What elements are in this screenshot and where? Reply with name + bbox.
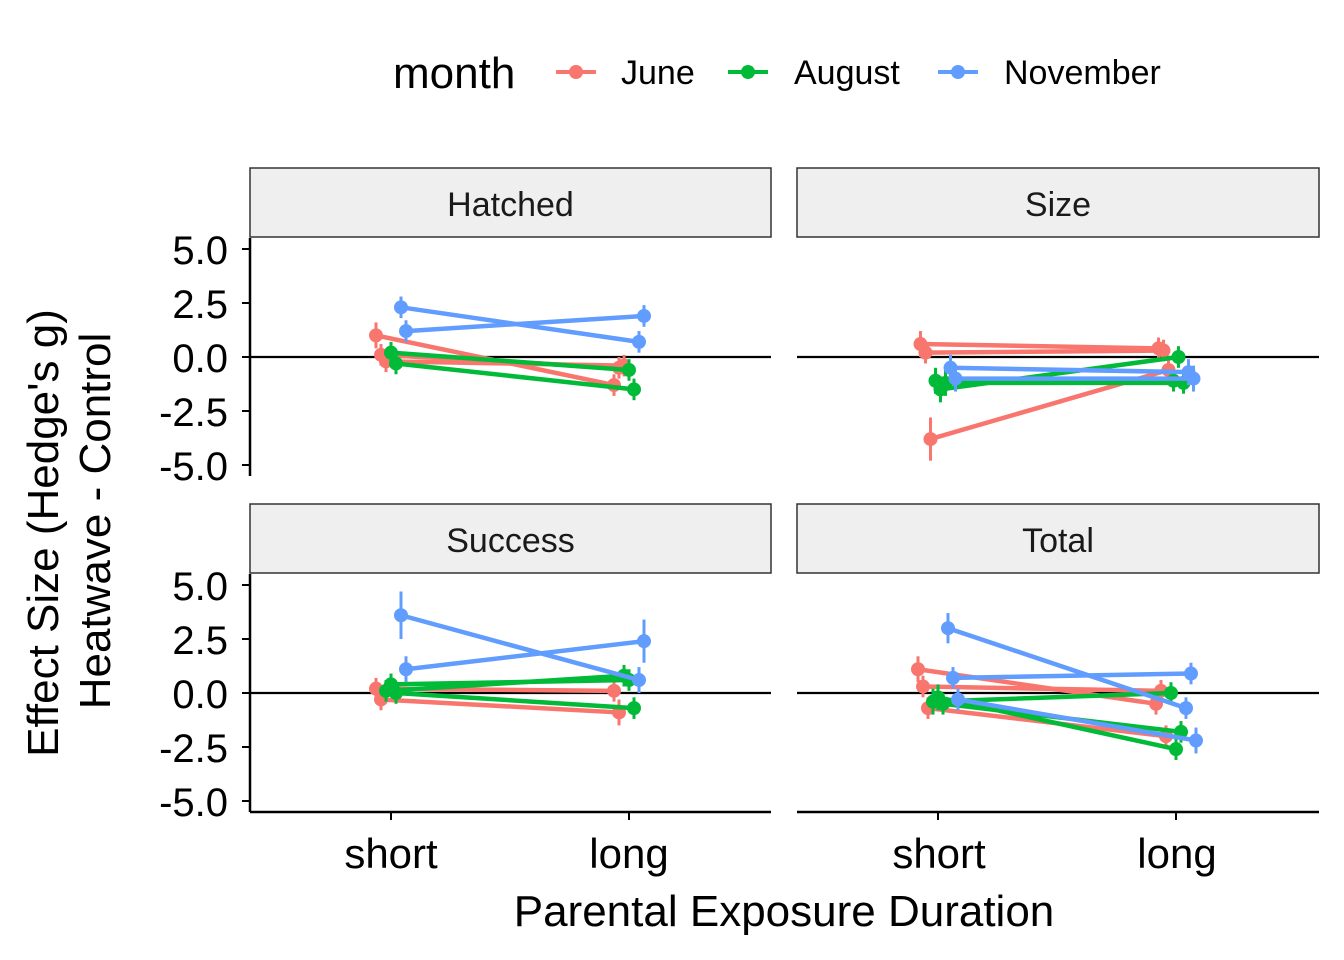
series-line-november [945, 625, 1189, 711]
strip-hatched: Hatched [249, 167, 772, 238]
data-point-august [627, 701, 641, 716]
data-point-august [936, 696, 950, 711]
legend-label-november: November [1004, 54, 1161, 92]
series-line-november [403, 638, 647, 672]
data-point-november [632, 673, 646, 688]
legend-key-june-point [569, 65, 583, 79]
strip-total-box [796, 503, 1320, 574]
data-point-august [1169, 742, 1183, 757]
data-point-june [911, 662, 925, 677]
panel-size [797, 331, 1319, 461]
series-line-june [918, 341, 1161, 351]
data-point-november [948, 371, 963, 386]
data-point-november [941, 621, 955, 636]
data-point-june [369, 328, 383, 343]
legend-key-november [938, 65, 978, 79]
y-axis-top: 5.0 2.5 0.0 -2.5 -5.0 [159, 229, 228, 489]
y-tick-label: -2.5 [159, 391, 228, 435]
legend-key-june [556, 65, 596, 79]
y-tick-label: 0.0 [172, 673, 228, 717]
series-line-june [920, 684, 1164, 694]
y-tick-label: 2.5 [172, 619, 228, 663]
series-line-august [935, 695, 1179, 752]
y-tick-label: 5.0 [172, 565, 228, 609]
panel-total [797, 613, 1319, 820]
data-point-november [637, 308, 651, 323]
y-axis-bottom: 5.0 2.5 0.0 -2.5 -5.0 [159, 565, 228, 825]
series-line-november [950, 671, 1194, 681]
data-point-november [394, 608, 408, 623]
y-tick-label: -5.0 [159, 781, 228, 825]
series-line-august [393, 690, 637, 711]
series-line-november [398, 612, 642, 683]
y-tick-label: -5.0 [159, 445, 228, 489]
x-tick-label: long [1137, 830, 1216, 877]
legend-label-august: August [794, 54, 900, 92]
legend: month June August November [393, 49, 1161, 98]
data-point-august [389, 686, 403, 700]
series-line-november [403, 313, 647, 334]
series-line-november [948, 365, 1191, 375]
series-line-june [378, 697, 622, 715]
data-point-june [607, 683, 621, 698]
strip-hatched-box [249, 167, 772, 238]
strip-size-box [796, 167, 1320, 238]
data-point-august [389, 356, 403, 371]
strip-total: Total [796, 503, 1320, 574]
strip-success: Success [249, 503, 772, 574]
data-point-november [632, 334, 646, 349]
series-line-november [955, 697, 1199, 743]
strip-size-label: Size [1025, 186, 1091, 224]
data-point-june [916, 679, 930, 694]
strip-success-box [249, 503, 772, 574]
strip-hatched-label: Hatched [447, 186, 574, 224]
series-line-august [388, 350, 632, 373]
data-point-november [637, 634, 651, 649]
legend-key-august-point [741, 65, 755, 79]
data-point-august [622, 362, 636, 377]
data-point-august [1171, 350, 1186, 364]
data-point-june [1156, 343, 1171, 358]
data-point-november [1184, 666, 1198, 681]
panels [242, 238, 1319, 820]
strip-success-label: Success [446, 522, 575, 560]
y-tick-label: 5.0 [172, 229, 228, 273]
y-tick-label: -2.5 [159, 727, 228, 771]
legend-key-august [728, 65, 768, 79]
data-point-june [918, 345, 933, 360]
panel-hatched [242, 238, 771, 476]
x-axis-left: short long [344, 830, 668, 877]
legend-title: month [393, 49, 515, 98]
series-line-august [388, 677, 632, 687]
y-tick-label: 0.0 [172, 337, 228, 381]
data-point-august [1164, 686, 1178, 700]
y-axis-title-line-1: Effect Size (Hedge's g) [19, 309, 68, 757]
x-axis-title: Parental Exposure Duration [514, 887, 1055, 936]
strip-size: Size [796, 167, 1320, 238]
data-point-november [1179, 701, 1193, 716]
data-point-november [394, 300, 408, 315]
data-point-november [946, 670, 960, 685]
data-point-november [399, 662, 413, 677]
strip-total-label: Total [1022, 522, 1094, 560]
data-point-november [1189, 733, 1203, 748]
x-tick-label: short [892, 830, 986, 877]
data-point-november [1186, 371, 1201, 386]
data-point-august [627, 382, 641, 397]
data-point-june [923, 432, 938, 447]
legend-label-june: June [621, 54, 695, 92]
y-tick-label: 2.5 [172, 283, 228, 327]
data-point-november [951, 692, 965, 707]
panel-success [242, 574, 771, 820]
x-axis-right: short long [892, 830, 1216, 877]
x-tick-label: long [589, 830, 668, 877]
series-line-june [923, 348, 1166, 355]
data-point-november [399, 324, 413, 339]
y-axis-title-line-2: Heatwave - Control [71, 333, 120, 710]
series-line-august [393, 361, 637, 392]
x-tick-label: short [344, 830, 438, 877]
legend-key-november-point [951, 65, 965, 79]
